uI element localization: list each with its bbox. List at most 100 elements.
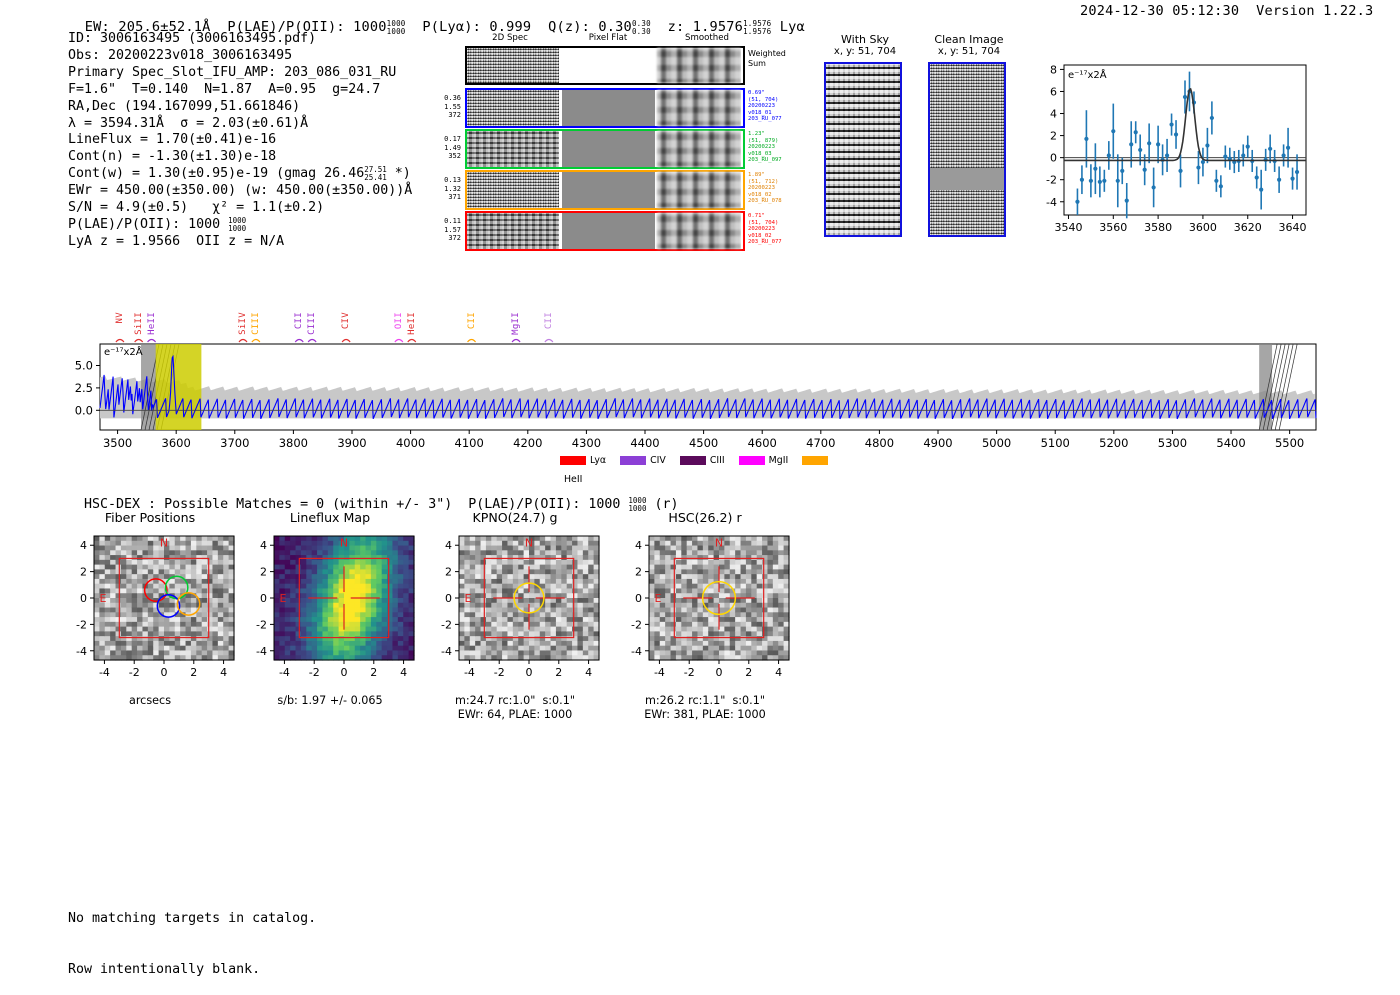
cutout-title: HSC(26.2) r <box>668 510 742 525</box>
emission-line-label: OII <box>393 312 404 330</box>
svg-text:e⁻¹⁷x2Å: e⁻¹⁷x2Å <box>1068 68 1107 81</box>
with-sky-subtitle: x, y: 51, 704 <box>833 46 897 57</box>
svg-text:N: N <box>715 537 723 550</box>
svg-text:8: 8 <box>1050 63 1057 76</box>
svg-text:0: 0 <box>526 666 533 679</box>
info-id: ID: 3006163495 (3006163495.pdf) <box>68 31 317 46</box>
source-info-block: ID: 3006163495 (3006163495.pdf) Obs: 202… <box>68 31 412 251</box>
svg-text:E: E <box>279 592 286 605</box>
svg-text:5500: 5500 <box>1275 436 1304 450</box>
cutout-title: KPNO(24.7) g <box>472 510 558 525</box>
montage-title-smoothed: Smoothed <box>685 33 729 43</box>
svg-text:-4: -4 <box>464 666 475 679</box>
emission-line-label: CIV <box>341 312 352 330</box>
header-z-fraction: 1.9576 1.9576 <box>743 18 772 36</box>
svg-text:E: E <box>654 592 661 605</box>
legend-label: MgII <box>768 455 789 466</box>
svg-text:4: 4 <box>445 539 452 552</box>
legend-label: HeII <box>564 474 583 485</box>
full-spectrum-chart: 3500 3600 3700 3800 3900 4000 4100 4200 4300 4400… <box>60 312 1320 472</box>
svg-text:0: 0 <box>260 592 267 605</box>
table-row <box>465 170 745 210</box>
cutout-lineflux-map: Lineflux Map N E -4 -2 0 2 4 -4 -2 0 2 4 s/b: 1.97 … <box>240 510 420 720</box>
svg-text:E: E <box>464 592 471 605</box>
emission-line-label: CII <box>294 312 305 330</box>
svg-text:3620: 3620 <box>1234 221 1262 234</box>
with-sky-title: With Sky <box>841 33 889 46</box>
svg-text:-4: -4 <box>279 666 290 679</box>
hscdex-filter: (r) <box>654 497 679 513</box>
svg-text:3500: 3500 <box>103 436 132 450</box>
svg-text:-2: -2 <box>684 666 695 679</box>
info-plae-text: P(LAE)/P(OII): 1000 <box>68 217 221 232</box>
svg-text:4: 4 <box>400 666 407 679</box>
emission-line-label: CIII <box>307 312 318 335</box>
fiber-row-left-label: 0.13 1.32 371 <box>444 176 461 202</box>
svg-text:0: 0 <box>341 666 348 679</box>
svg-text:4: 4 <box>220 666 227 679</box>
with-sky-image <box>824 62 902 237</box>
emission-line-label: CIII <box>250 312 261 335</box>
svg-text:2: 2 <box>1050 130 1057 143</box>
info-cont-w: Cont(w) = 1.30(±0.95)e-19 (gmag 26.46 27.… <box>68 166 412 183</box>
svg-text:0: 0 <box>80 592 87 605</box>
header-ew: EW: 205.6±52.1Å <box>84 19 211 35</box>
footer-line-2: Row intentionally blank. <box>68 962 261 977</box>
svg-text:-2: -2 <box>76 618 87 631</box>
info-lineflux: LineFlux = 1.70(±0.41)e-16 <box>68 132 277 148</box>
montage-title-2dspec: 2D Spec <box>492 33 528 43</box>
hscdex-plae-fraction: 1000 1000 <box>628 496 647 513</box>
svg-text:4300: 4300 <box>572 436 601 450</box>
legend-swatch <box>802 456 829 465</box>
fiber-row-right-label: 1.23" (51, 879) 20200223 v018_03 203_RU_… <box>748 131 782 164</box>
svg-text:4400: 4400 <box>630 436 659 450</box>
legend-swatch <box>620 456 647 465</box>
svg-text:0: 0 <box>161 666 168 679</box>
info-obs: Obs: 20200223v018_3006163495 <box>68 47 293 63</box>
header-plya: P(Lyα): 0.999 <box>422 19 532 35</box>
header-z: z: 1.9576 <box>667 19 744 35</box>
info-gmag-fraction: 27.51 25.41 <box>364 165 387 182</box>
svg-text:-2: -2 <box>441 618 452 631</box>
info-primary-spec: Primary Spec_Slot_IFU_AMP: 203_086_031_R… <box>68 64 397 80</box>
clean-image-image <box>928 62 1006 237</box>
emission-line-label: HeII <box>146 312 157 335</box>
svg-text:4700: 4700 <box>806 436 835 450</box>
header-qz: Q(z): 0.30 <box>548 19 632 35</box>
cutout-caption: m:26.2 rc:1.1" s:0.1" EWr: 381, PLAE: 10… <box>644 694 766 721</box>
svg-text:-2: -2 <box>1046 174 1057 187</box>
svg-text:4000: 4000 <box>396 436 425 450</box>
info-ewr: EWr = 450.00(±350.00) (w: 450.00(±350.00… <box>68 183 413 199</box>
fiber-row-right-label: 0.69" (51, 704) 20200223 v018_01 203_RU_… <box>748 90 782 123</box>
header-summary-line: EW: 205.6±52.1Å P(LAE)/P(OII): 1000 1000 1… <box>68 3 805 35</box>
fiber-row-left-label: 0.11 1.57 372 <box>444 217 461 243</box>
svg-text:N: N <box>340 537 348 550</box>
table-row <box>465 88 745 128</box>
fiber-row-montage: 0.36 1.55 372 0.69" (51, 704) 20200223 v… <box>435 88 805 253</box>
montage-title-pixelflat: Pixel Flat <box>588 33 628 43</box>
montage-titles: 2D Spec Pixel Flat Smoothed <box>465 33 755 45</box>
svg-text:5000: 5000 <box>982 436 1011 450</box>
cutout-title: Fiber Positions <box>104 510 196 525</box>
info-lambda-sigma: λ = 3594.31Å σ = 2.03(±0.61)Å <box>68 115 309 131</box>
svg-text:-2: -2 <box>129 666 140 679</box>
header-qz-fraction: 0.30 0.30 <box>631 18 651 36</box>
svg-text:4800: 4800 <box>865 436 894 450</box>
timestamp-version: 2024-12-30 05:12:30 Version 1.22.3 <box>1080 3 1374 19</box>
fiber-row-left-label: 0.17 1.49 352 <box>444 135 461 161</box>
header-plae-label: P(LAE)/P(OII): <box>227 19 345 35</box>
svg-text:4200: 4200 <box>513 436 542 450</box>
hscdex-summary: HSC-DEX : Possible Matches = 0 (within +… <box>68 482 679 512</box>
svg-text:-4: -4 <box>256 645 267 658</box>
svg-text:3560: 3560 <box>1099 221 1127 234</box>
clean-image-subtitle: x, y: 51, 704 <box>937 46 1001 57</box>
svg-text:2: 2 <box>635 566 642 579</box>
emission-line-label: SiIV <box>237 312 248 335</box>
svg-text:5400: 5400 <box>1216 436 1245 450</box>
svg-text:2: 2 <box>80 566 87 579</box>
svg-text:4900: 4900 <box>923 436 952 450</box>
svg-text:4: 4 <box>775 666 782 679</box>
cutout-caption: s/b: 1.97 +/- 0.065 <box>277 694 383 707</box>
svg-text:-4: -4 <box>76 645 87 658</box>
svg-text:-4: -4 <box>631 645 642 658</box>
